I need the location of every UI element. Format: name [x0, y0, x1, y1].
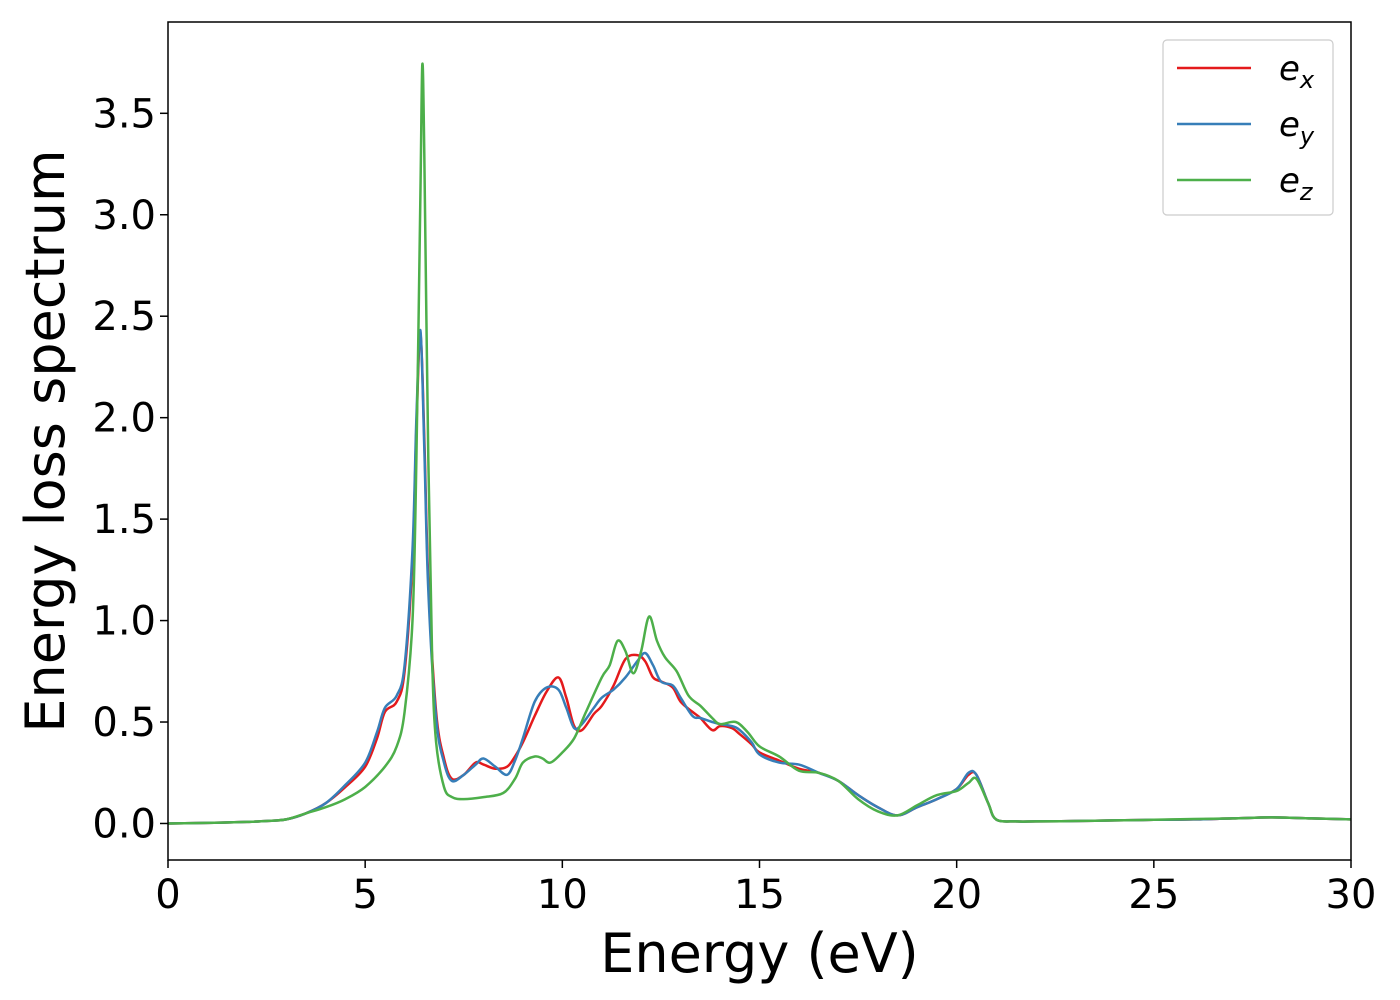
x-axis: 0 5 10 15 20 25 30	[155, 860, 1376, 918]
series-line-y	[168, 329, 1351, 825]
legend-label-y: ey	[1279, 105, 1315, 150]
y-tick-label: 1.5	[92, 497, 156, 543]
y-tick-label: 1.0	[92, 599, 156, 645]
y-tick-label: 3.5	[92, 91, 156, 137]
x-tick-label: 5	[352, 872, 377, 918]
y-axis-label: Energy loss spectrum	[14, 149, 77, 732]
y-tick-label: 0.0	[92, 801, 156, 847]
x-tick-label: 20	[931, 872, 982, 918]
legend: ex ey ez	[1162, 39, 1334, 216]
legend-label-z: ez	[1279, 161, 1314, 206]
y-tick-label: 2.0	[92, 396, 156, 442]
series-layer	[168, 62, 1351, 825]
x-tick-label: 15	[734, 872, 785, 918]
x-tick-label: 30	[1326, 872, 1377, 918]
y-tick-label: 2.5	[92, 294, 156, 340]
x-axis-label: Energy (eV)	[600, 922, 919, 985]
legend-box	[1162, 39, 1334, 216]
x-tick-label: 10	[537, 872, 588, 918]
y-tick-label: 3.0	[92, 193, 156, 239]
series-line-x	[168, 331, 1351, 825]
legend-label-x: ex	[1279, 49, 1315, 94]
series-line-z	[168, 62, 1351, 825]
y-tick-label: 0.5	[92, 700, 156, 746]
y-axis: 0.0 0.5 1.0 1.5 2.0 2.5 3.0 3.5	[92, 91, 168, 847]
x-tick-label: 0	[155, 872, 180, 918]
x-tick-label: 25	[1128, 872, 1179, 918]
